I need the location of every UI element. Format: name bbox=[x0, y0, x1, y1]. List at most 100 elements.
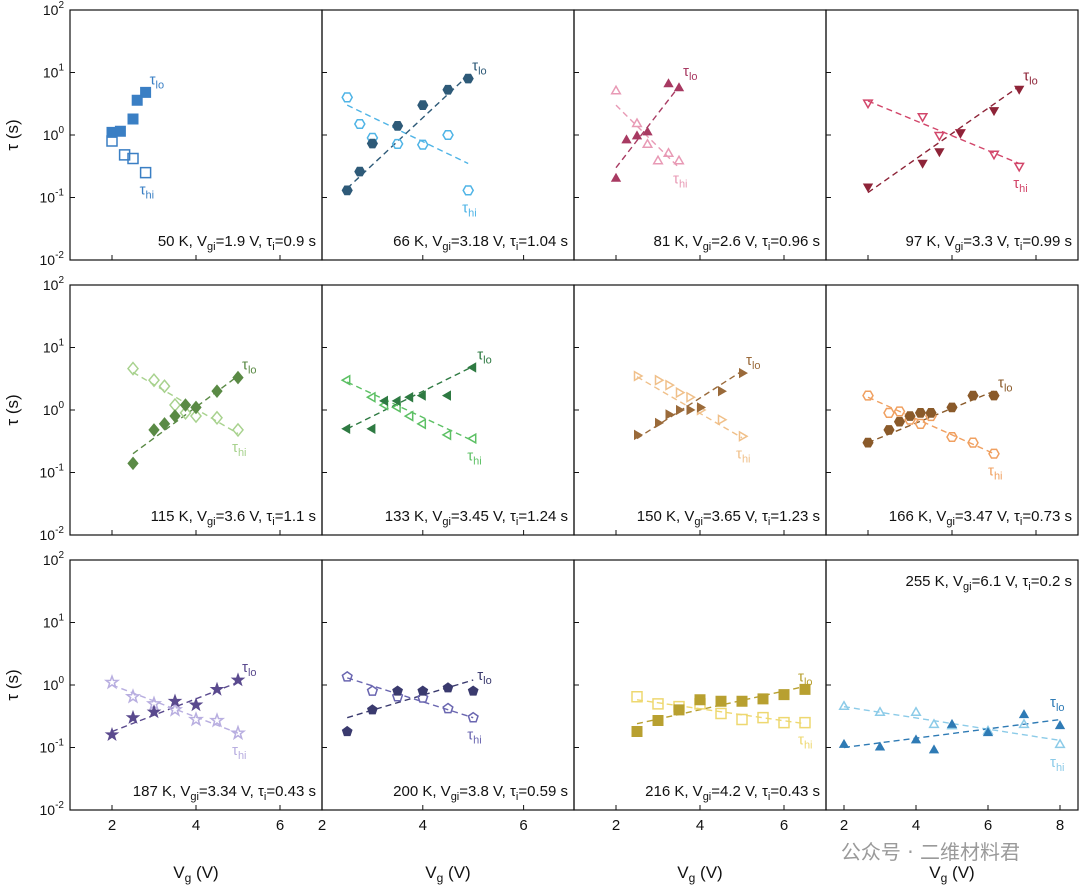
point-tau-hi bbox=[466, 432, 477, 445]
x-tick-label: 4 bbox=[696, 817, 704, 834]
x-axis-title: Vg (V) bbox=[173, 863, 218, 885]
fit-line-hi bbox=[346, 381, 474, 442]
y-tick-label: 10-1 bbox=[40, 738, 65, 756]
y-tick-label: 10-1 bbox=[40, 188, 65, 206]
point-tau-lo bbox=[610, 172, 622, 182]
point-tau-lo bbox=[158, 417, 171, 431]
plot-frame bbox=[573, 9, 827, 261]
point-tau-lo bbox=[799, 683, 811, 695]
point-tau-lo bbox=[655, 417, 664, 429]
fit-line-hi bbox=[615, 104, 680, 169]
point-tau-lo bbox=[955, 129, 966, 139]
point-tau-lo bbox=[883, 425, 895, 435]
point-tau-lo bbox=[642, 126, 653, 136]
panel-annotation: 200 K, Vgi=3.8 V, τi=0.59 s bbox=[393, 783, 568, 803]
point-tau-lo bbox=[230, 672, 246, 687]
point-tau-lo bbox=[946, 718, 958, 728]
point-tau-lo bbox=[341, 185, 353, 196]
label-tau-lo: τlo bbox=[998, 375, 1013, 395]
point-tau-lo bbox=[442, 84, 454, 95]
y-tick-label: 10-1 bbox=[40, 463, 65, 481]
label-tau-lo: τlo bbox=[477, 346, 492, 366]
point-tau-hi bbox=[187, 711, 205, 727]
point-tau-lo bbox=[910, 734, 922, 744]
panel-2: τlo τhi 66 K, Vgi=3.18 V, τi=1.04 s bbox=[321, 9, 575, 261]
point-tau-lo bbox=[127, 113, 139, 125]
point-tau-hi bbox=[416, 139, 429, 150]
point-tau-lo bbox=[114, 125, 126, 137]
point-tau-hi bbox=[662, 147, 675, 158]
label-tau-hi: τhi bbox=[988, 463, 1003, 483]
point-tau-lo bbox=[392, 121, 404, 131]
point-tau-hi bbox=[883, 407, 895, 418]
label-tau-lo: τlo bbox=[472, 58, 487, 78]
point-tau-lo bbox=[967, 390, 979, 401]
point-tau-hi bbox=[838, 700, 850, 710]
point-tau-lo bbox=[988, 107, 1000, 117]
y-tick-label: 101 bbox=[43, 63, 65, 81]
point-tau-lo bbox=[904, 411, 916, 421]
point-tau-hi bbox=[166, 701, 184, 717]
panel-3: τlo τhi 81 K, Vgi=2.6 V, τi=0.96 s bbox=[573, 9, 827, 261]
point-tau-hi bbox=[417, 692, 429, 703]
point-tau-hi bbox=[467, 711, 479, 723]
label-tau-hi: τhi bbox=[467, 447, 482, 467]
x-tick-label: 4 bbox=[192, 817, 200, 834]
label-tau-lo: τlo bbox=[242, 357, 257, 377]
point-tau-hi bbox=[353, 118, 366, 130]
panel-annotation: 115 K, Vgi=3.6 V, τi=1.1 s bbox=[151, 508, 316, 528]
fit-line-lo bbox=[132, 375, 239, 455]
point-tau-lo bbox=[718, 386, 728, 397]
plot-frame bbox=[825, 559, 1079, 811]
point-tau-hi bbox=[232, 422, 244, 438]
point-tau-lo bbox=[131, 94, 143, 106]
fit-line-lo bbox=[636, 370, 743, 440]
y-tick-label: 10-2 bbox=[40, 525, 65, 543]
point-tau-lo bbox=[367, 704, 378, 715]
point-tau-lo bbox=[467, 685, 479, 696]
point-tau-lo bbox=[673, 82, 685, 92]
panel-11: 2 4 6 τlo τhi 216 K, Vgi=4.2 V, τi=0.43 s bbox=[573, 559, 827, 834]
panel-5: 10-2 10-1 100 101 102 τlo τhi 115 K, Vgi=3.6 V,… bbox=[40, 275, 323, 543]
label-tau-hi: τhi bbox=[232, 439, 247, 459]
point-tau-hi bbox=[610, 84, 622, 95]
point-tau-hi bbox=[462, 185, 475, 196]
point-tau-hi bbox=[988, 150, 1000, 161]
point-tau-hi bbox=[391, 138, 404, 149]
point-tau-hi bbox=[403, 410, 414, 422]
point-tau-hi bbox=[946, 431, 958, 443]
point-tau-lo bbox=[934, 148, 945, 158]
y-tick-label: 102 bbox=[43, 0, 65, 18]
point-tau-lo bbox=[127, 456, 139, 471]
point-tau-hi bbox=[442, 702, 454, 714]
y-tick-label: 101 bbox=[43, 613, 65, 631]
point-tau-hi bbox=[366, 685, 379, 696]
point-tau-lo bbox=[982, 727, 994, 737]
point-tau-hi bbox=[654, 374, 665, 386]
point-tau-hi bbox=[928, 718, 940, 729]
x-tick-label: 4 bbox=[419, 817, 427, 834]
panel-1: 10-2 10-1 100 101 102 τlo τhi 50 K, Vgi=1.9 V, … bbox=[40, 0, 323, 268]
label-tau-hi: τhi bbox=[467, 727, 482, 747]
point-tau-hi bbox=[686, 391, 696, 403]
y-axis-title: τ (s) bbox=[3, 669, 22, 700]
point-tau-lo bbox=[946, 402, 958, 413]
point-tau-lo bbox=[366, 423, 376, 434]
label-tau-lo: τlo bbox=[683, 63, 698, 83]
point-tau-lo bbox=[190, 400, 202, 415]
panel-annotation: 133 K, Vgi=3.45 V, τi=1.24 s bbox=[385, 508, 568, 528]
point-tau-lo bbox=[893, 416, 906, 427]
point-tau-lo bbox=[1014, 85, 1025, 95]
watermark-text: 公众号 · 二维材料君 bbox=[840, 840, 1020, 864]
panel-annotation: 166 K, Vgi=3.47 V, τi=0.73 s bbox=[889, 508, 1072, 528]
point-tau-lo bbox=[442, 682, 454, 693]
fit-line-lo bbox=[843, 718, 1061, 749]
point-tau-lo bbox=[416, 390, 426, 401]
label-tau-hi: τhi bbox=[736, 445, 751, 465]
point-tau-lo bbox=[366, 138, 378, 149]
x-tick-label: 2 bbox=[612, 817, 620, 834]
point-tau-hi bbox=[715, 707, 727, 720]
point-tau-lo bbox=[925, 408, 937, 418]
point-tau-hi bbox=[757, 711, 769, 724]
label-tau-lo: τlo bbox=[150, 71, 165, 91]
